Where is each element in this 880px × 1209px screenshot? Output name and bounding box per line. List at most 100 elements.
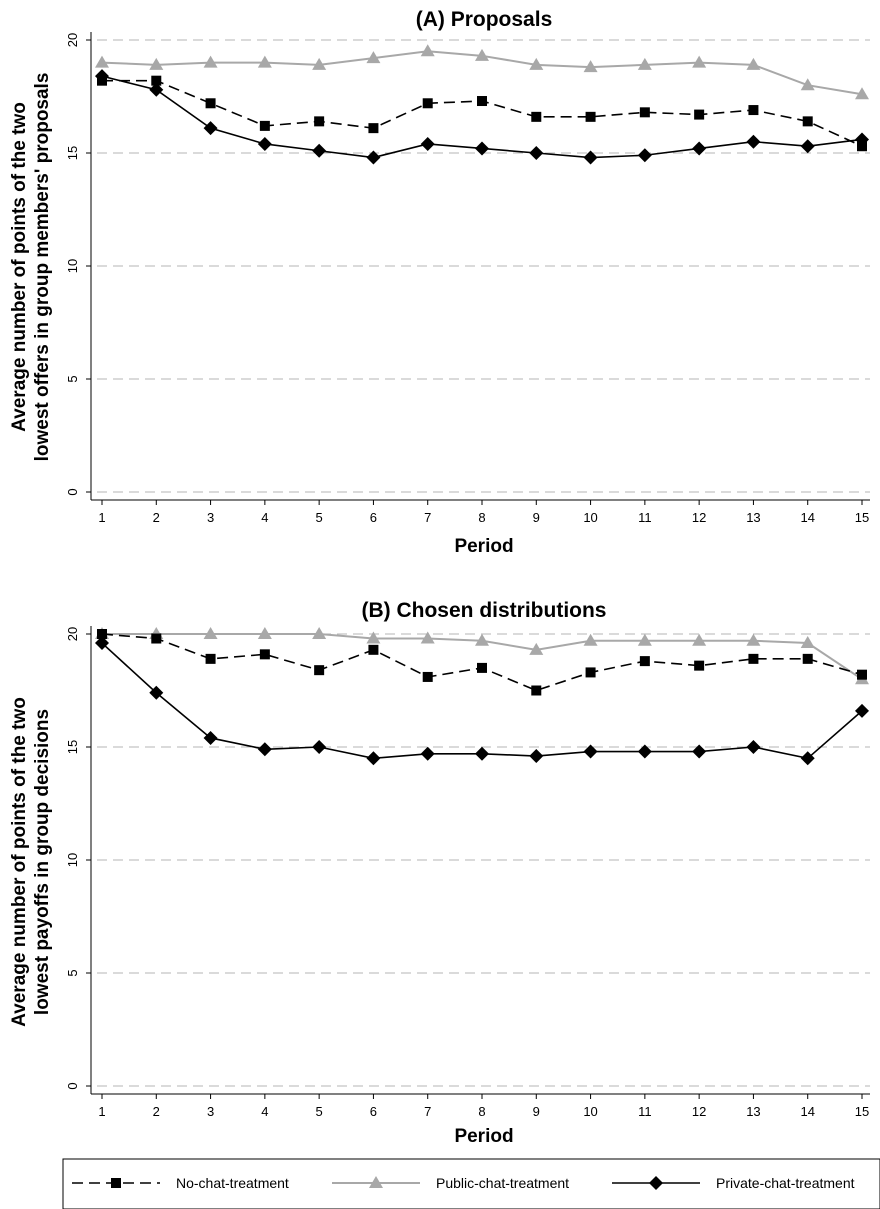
legend-symbol-public-chat [332,1176,420,1188]
panel-b-ytick-label: 20 [65,627,80,641]
panel-b-point-public-chat-treatment [475,633,489,646]
panel-b-point-no-chat-treatment [857,669,867,680]
panel-a-point-no-chat-treatment [477,96,487,107]
panel-a-point-public-chat-treatment [95,55,109,68]
panel-b-ytick-label: 5 [65,969,80,976]
panel-b-xtick-label: 12 [692,1104,706,1119]
panel-a-point-private-chat-treatment [366,150,381,165]
panel-b-point-private-chat-treatment [475,746,489,761]
panel-b-ytick-label: 0 [65,1082,80,1089]
panel-b-xtick-label: 15 [855,1104,869,1119]
panel-b-point-private-chat-treatment [366,751,381,766]
panel-a-xtick-label: 2 [153,510,160,525]
panel-a-xtick-label: 12 [692,510,706,525]
panel-b-point-no-chat-treatment [585,667,596,678]
panel-b-point-private-chat-treatment [637,744,652,759]
panel-a-point-no-chat-treatment [585,111,596,122]
panel-a-ytick-label: 20 [65,33,80,47]
panel-a-point-no-chat-treatment [422,98,433,109]
panel-b-xtick-label: 13 [746,1104,760,1119]
legend-label-private-chat: Private-chat-treatment [716,1175,855,1191]
panel-b-point-public-chat-treatment [257,627,272,639]
panel-b-point-no-chat-treatment [477,662,487,673]
panel-b-xlabel: Period [454,1126,513,1147]
panel-a-xtick-label: 3 [207,510,214,525]
legend-symbol-no-chat [72,1178,160,1188]
panel-a-point-public-chat-treatment [257,55,272,68]
panel-b-point-public-chat-treatment [746,633,761,646]
panel-a-title: (A) Proposals [416,8,553,31]
panel-b-point-private-chat-treatment [420,746,435,761]
panel-a-point-private-chat-treatment [692,141,707,156]
panel-b-point-no-chat-treatment [531,685,542,696]
panel-b-point-public-chat-treatment [203,627,218,639]
panel-b-point-private-chat-treatment [257,742,272,757]
panel-b-point-public-chat-treatment [366,631,381,644]
panel-a-xtick-label: 1 [98,510,105,525]
panel-a-point-private-chat-treatment [855,132,869,147]
panel-a-point-no-chat-treatment [802,116,813,127]
panel-a-xtick-label: 15 [855,510,869,525]
panel-b-point-private-chat-treatment [529,749,544,764]
panel-b-point-private-chat-treatment [95,636,109,651]
panel-a-point-public-chat-treatment [203,55,218,68]
panel-b-point-no-chat-treatment [802,653,813,664]
panel-a-xtick-label: 5 [316,510,323,525]
panel-b-point-private-chat-treatment [312,740,327,754]
panel-b-xtick-label: 8 [478,1104,485,1119]
panel-b-xtick-label: 3 [207,1104,214,1119]
panel-b-point-private-chat-treatment [800,751,815,766]
panel-b-point-no-chat-treatment [748,653,759,664]
panel-b-ylabel-line2: lowest payoffs in group decisions [32,709,53,1015]
panel-b-point-public-chat-treatment [529,642,544,655]
legend-label-no-chat: No-chat-treatment [176,1175,289,1191]
panel-b-ytick-label: 10 [65,853,80,867]
legend-marker-public-chat-treatment [369,1176,383,1188]
panel-a-point-public-chat-treatment [583,60,598,73]
panel-a-xlabel: Period [454,536,513,557]
panel-a-point-no-chat-treatment [694,109,705,120]
panel-a-point-private-chat-treatment [746,134,761,149]
panel-a-xtick-label: 14 [800,510,814,525]
panel-a-point-no-chat-treatment [639,107,650,118]
panel-b-point-no-chat-treatment [151,633,162,644]
panel-a-point-public-chat-treatment [637,57,652,70]
panel-a-ytick-label: 5 [65,375,80,382]
panel-b-xtick-label: 4 [261,1104,268,1119]
panel-a-point-private-chat-treatment [583,150,598,165]
panel-a-point-public-chat-treatment [800,78,815,91]
panel-b-xtick-label: 5 [316,1104,323,1119]
panel-b-ylabel-line1: Average number of points of the two [9,697,30,1027]
panel-a-point-private-chat-treatment [800,139,815,154]
panel-b-point-public-chat-treatment [312,627,327,639]
panel-a-point-public-chat-treatment [692,55,707,68]
panel-a-point-public-chat-treatment [420,44,435,57]
panel-a-point-no-chat-treatment [368,123,379,134]
panel-b-point-no-chat-treatment [314,665,325,676]
panel-b-ytick-label: 15 [65,740,80,754]
panel-b-point-public-chat-treatment [637,633,652,646]
panel-b-point-no-chat-treatment [205,653,216,664]
panel-a-point-no-chat-treatment [205,98,216,109]
panel-a-xtick-label: 8 [478,510,485,525]
panel-a-point-no-chat-treatment [151,75,162,86]
panel-a-point-private-chat-treatment [420,136,435,151]
panel-b-point-private-chat-treatment [583,744,598,759]
panel-a-point-private-chat-treatment [95,69,109,84]
panel-b-point-no-chat-treatment [97,629,107,639]
panel-a-point-private-chat-treatment [529,146,544,160]
panel-b-point-private-chat-treatment [149,685,164,700]
panel-b-xtick-label: 11 [638,1104,652,1119]
panel-b-point-private-chat-treatment [692,744,707,759]
legend: No-chat-treatment Public-chat-treatment … [62,1158,880,1209]
legend-marker-no-chat-treatment [111,1178,121,1188]
legend-box [62,1158,880,1209]
panel-a-series-line-no-chat-treatment [102,79,863,147]
panel-a-point-public-chat-treatment [855,87,869,100]
panel-a-point-private-chat-treatment [203,121,218,136]
panel-b-point-no-chat-treatment [259,649,270,660]
panel-a-point-public-chat-treatment [366,51,381,64]
panel-a-ytick-label: 0 [65,488,80,495]
panel-b-xtick-label: 2 [153,1104,160,1119]
